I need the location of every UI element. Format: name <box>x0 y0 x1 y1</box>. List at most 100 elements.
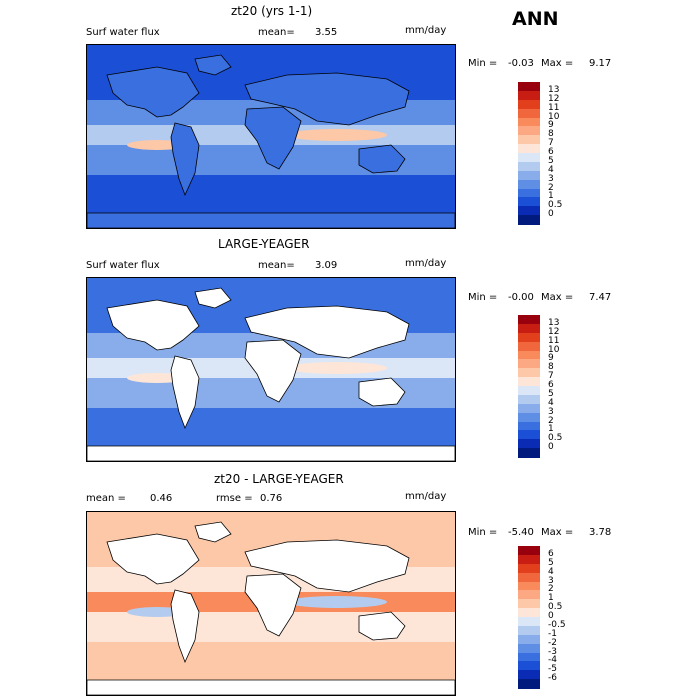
continent-outline <box>358 611 406 641</box>
colorbar-swatch <box>518 439 540 449</box>
colorbar-swatch <box>518 421 540 431</box>
colorbar-tick-label: 2 <box>548 182 554 193</box>
colorbar-tick-label: 1 <box>548 191 554 202</box>
colorbar-tick-label: -2 <box>548 637 557 648</box>
continent-outline <box>106 66 200 118</box>
continent-outline <box>244 106 302 170</box>
continent-outline <box>358 144 406 174</box>
colorbar-swatch <box>518 563 540 574</box>
continent-outline <box>244 72 410 126</box>
colorbar-swatch <box>518 430 540 440</box>
colorbar-swatch <box>518 126 540 136</box>
colorbar-tick-label: 11 <box>548 102 560 113</box>
colorbar-swatch <box>518 368 540 378</box>
max-value: 7.47 <box>589 292 612 303</box>
world-map <box>86 277 456 462</box>
max-value: 9.17 <box>589 58 612 69</box>
continent-outline <box>244 539 410 593</box>
colorbar-swatch <box>518 386 540 396</box>
colorbar-swatch <box>518 679 540 689</box>
continent-outline <box>358 377 406 407</box>
max-value: 3.78 <box>589 527 612 538</box>
panel-title: LARGE-YEAGER <box>218 237 310 251</box>
variable-label: Surf water flux <box>86 27 160 38</box>
colorbar-swatch <box>518 215 540 225</box>
colorbar-swatch <box>518 652 540 662</box>
min-label: Min = <box>468 292 498 303</box>
continent-outline <box>244 305 410 359</box>
world-map <box>86 44 456 229</box>
min-label: Min = <box>468 58 498 69</box>
colorbar <box>518 82 540 225</box>
colorbar-tick-label: 6 <box>548 380 554 390</box>
rmse-value: 0.76 <box>260 493 283 504</box>
min-value: -0.00 <box>508 292 534 303</box>
colorbar-tick-label: 4 <box>548 566 554 577</box>
colorbar-tick-label: 7 <box>548 138 554 149</box>
colorbar-tick-label: -0.5 <box>548 619 566 630</box>
colorbar-tick-label: 3 <box>548 575 554 586</box>
mean-label: mean= <box>258 260 295 271</box>
colorbar-swatch <box>518 153 540 163</box>
colorbar-tick-label: 9 <box>548 353 554 364</box>
mean-label: mean = <box>86 493 126 504</box>
colorbar-tick-label: 0.5 <box>548 200 563 211</box>
field-highlight <box>287 129 387 141</box>
colorbar-tick-label: 12 <box>548 326 560 337</box>
continent-outline <box>87 679 455 695</box>
colorbar-swatch <box>518 403 540 414</box>
colorbar-tick-label: 8 <box>548 129 554 140</box>
colorbar-tick-label: 6 <box>548 548 554 559</box>
colorbar-swatch <box>518 661 540 671</box>
colorbar-swatch <box>518 108 540 118</box>
colorbar-swatch <box>518 599 540 609</box>
colorbar-tick-label: 0.5 <box>548 602 563 613</box>
colorbar-swatch <box>518 617 540 627</box>
colorbar-swatch <box>518 377 540 387</box>
colorbar-swatch <box>518 82 540 92</box>
continent-outline <box>170 589 200 664</box>
colorbar-tick-label: 1 <box>548 593 554 604</box>
continent-outline <box>194 521 232 543</box>
units-label: mm/day <box>405 258 447 269</box>
colorbar-tick-label: 9 <box>548 120 554 131</box>
colorbar-swatch <box>518 359 540 369</box>
colorbar-swatch <box>518 581 540 591</box>
colorbar-tick-label: 3 <box>548 173 554 184</box>
variable-label: Surf water flux <box>86 260 160 271</box>
colorbar-tick-label: -5 <box>548 664 557 675</box>
mean-value: 0.46 <box>150 493 173 504</box>
max-label: Max = <box>541 292 574 303</box>
colorbar-tick-label: 13 <box>548 84 560 95</box>
colorbar-swatch <box>518 341 540 351</box>
mean-value: 3.55 <box>315 27 338 38</box>
continent-outline <box>87 212 455 228</box>
continent-outline <box>106 299 200 351</box>
units-label: mm/day <box>405 25 447 36</box>
mean-value: 3.09 <box>315 260 338 271</box>
colorbar-tick-label: 5 <box>548 557 554 568</box>
colorbar-tick-label: 11 <box>548 335 560 346</box>
units-label: mm/day <box>405 491 447 502</box>
colorbar-swatch <box>518 99 540 110</box>
continent-outline <box>194 54 232 76</box>
colorbar-tick-label: 2 <box>548 584 554 595</box>
continent-outline <box>194 287 232 309</box>
colorbar-swatch <box>518 179 540 189</box>
colorbar-swatch <box>518 188 540 198</box>
colorbar-swatch <box>518 590 540 600</box>
colorbar-swatch <box>518 634 540 645</box>
colorbar-swatch <box>518 135 540 145</box>
max-label: Max = <box>541 527 574 538</box>
field-highlight <box>287 596 387 608</box>
continent-outline <box>170 355 200 430</box>
colorbar-swatch <box>518 161 540 172</box>
colorbar-tick-label: 0.5 <box>548 433 563 444</box>
colorbar-swatch <box>518 170 540 181</box>
colorbar-swatch <box>518 117 540 127</box>
colorbar-swatch <box>518 350 540 360</box>
rmse-label: rmse = <box>216 493 253 504</box>
colorbar-tick-label: 2 <box>548 415 554 426</box>
max-label: Max = <box>541 58 574 69</box>
colorbar-swatch <box>518 206 540 216</box>
